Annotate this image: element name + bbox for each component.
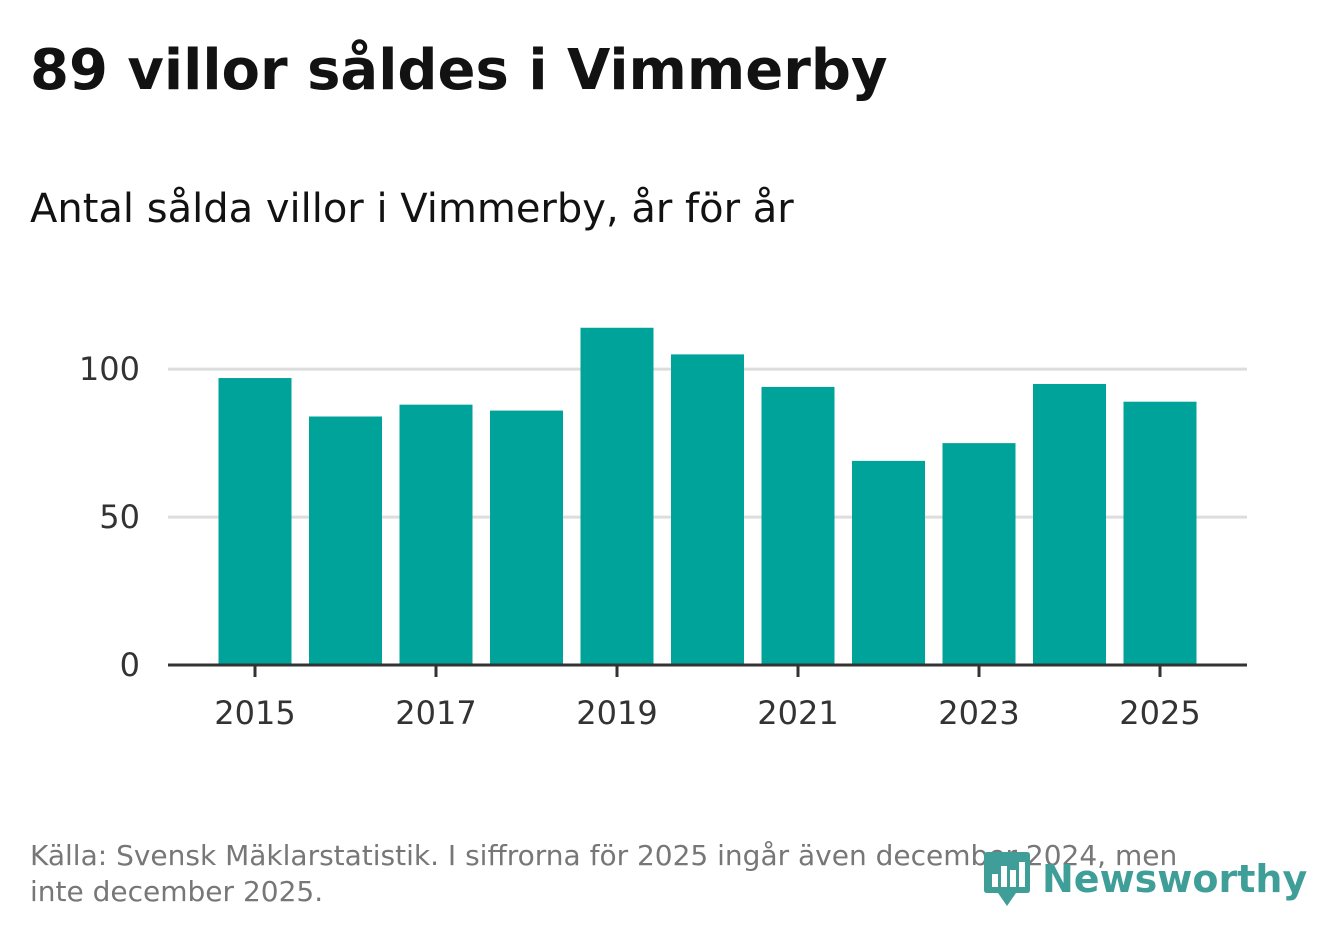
x-tick-label: 2017 [395, 694, 476, 732]
x-tick-label: 2025 [1119, 694, 1200, 732]
x-tick-label: 2023 [938, 694, 1019, 732]
y-tick-label: 50 [99, 498, 140, 536]
newsworthy-logo-text: Newsworthy [1042, 857, 1308, 901]
chart-subtitle: Antal sålda villor i Vimmerby, år för år [30, 186, 794, 232]
bar-2018 [490, 410, 563, 665]
x-tick-label: 2021 [757, 694, 838, 732]
bars [218, 327, 1197, 665]
newsworthy-logo: Newsworthy [982, 850, 1307, 908]
axes: 0 50 100 2015 2017 2019 2021 2023 2025 [79, 350, 1247, 732]
bar-2021 [761, 386, 835, 665]
newsworthy-logo-icon [984, 852, 1030, 906]
bar-chart: 0 50 100 2015 2017 2019 2021 2023 2025 [79, 327, 1247, 732]
x-tick-label: 2019 [576, 694, 657, 732]
chart-title: 89 villor såldes i Vimmerby [30, 38, 888, 103]
bar-2015 [218, 378, 292, 665]
bar-2017 [399, 404, 473, 665]
bar-2022 [852, 460, 925, 665]
y-tick-label: 100 [79, 350, 140, 388]
x-tick-label: 2015 [214, 694, 295, 732]
bar-2019 [580, 327, 654, 665]
bar-2025 [1123, 401, 1197, 665]
y-tick-label: 0 [120, 646, 140, 684]
bar-2016 [309, 416, 382, 665]
bar-2024 [1033, 383, 1106, 665]
bar-2020 [671, 354, 744, 665]
bar-2023 [942, 443, 1016, 665]
